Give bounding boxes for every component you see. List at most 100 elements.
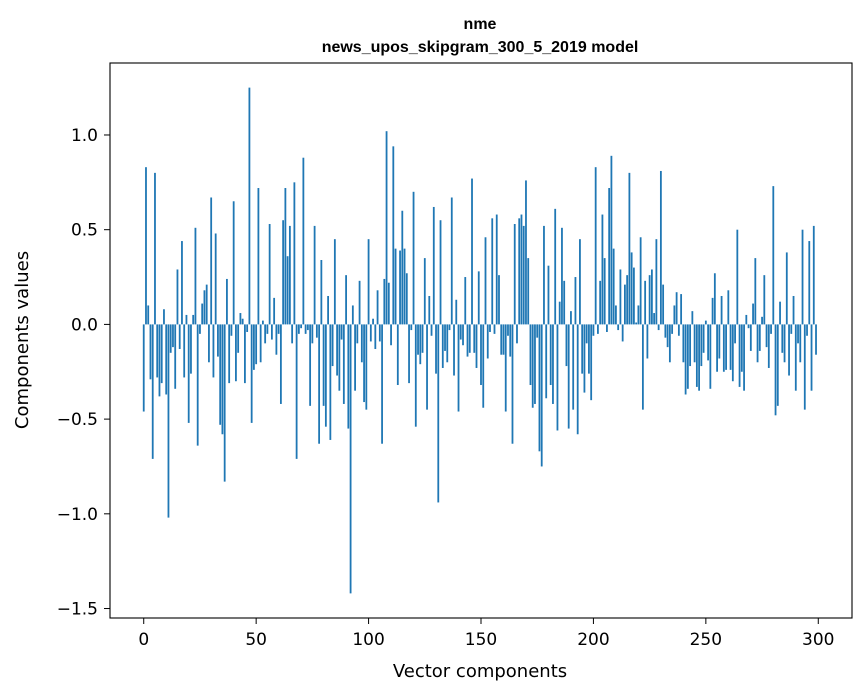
bar-52 [259, 324, 262, 363]
bar-279 [770, 324, 772, 334]
bar-292 [799, 324, 802, 363]
bar-208 [610, 155, 613, 325]
bar-298 [812, 225, 815, 325]
x-tick-label: 150 [465, 630, 497, 650]
bar-8 [160, 324, 163, 384]
bar-172 [529, 324, 532, 386]
y-tick-label: −1.0 [57, 505, 98, 525]
bar-136 [448, 324, 451, 331]
bar-171 [527, 258, 530, 325]
bar-294 [803, 324, 806, 410]
bar-111 [392, 146, 395, 325]
bar-9 [163, 309, 165, 325]
bar-161 [504, 324, 507, 412]
bar-67 [293, 182, 296, 325]
bar-129 [432, 206, 435, 325]
bar-13 [172, 324, 174, 348]
bar-100 [367, 239, 370, 325]
bar-87 [338, 324, 341, 391]
bar-15 [176, 269, 179, 325]
bar-140 [457, 324, 460, 412]
bar-255 [716, 324, 718, 372]
bar-44 [241, 318, 244, 325]
bar-213 [621, 324, 624, 342]
bar-170 [525, 180, 527, 325]
bar-215 [626, 275, 629, 325]
bar-219 [635, 322, 638, 325]
bar-190 [570, 311, 572, 325]
bar-214 [624, 284, 626, 325]
bar-36 [223, 324, 226, 482]
bar-222 [641, 324, 644, 410]
bar-265 [738, 324, 741, 387]
bar-121 [414, 324, 417, 427]
bar-253 [711, 297, 714, 325]
bar-184 [556, 324, 559, 431]
bar-62 [282, 220, 285, 325]
plot-frame [109, 62, 853, 619]
chart-title-line-2: news_upos_skipgram_300_5_2019 model [322, 39, 639, 56]
bar-119 [410, 324, 413, 331]
bar-299 [815, 324, 817, 355]
x-tick-label: 50 [245, 630, 267, 650]
bar-162 [507, 324, 509, 336]
bar-183 [554, 208, 557, 325]
bar-18 [183, 324, 186, 378]
bar-180 [547, 265, 550, 325]
bar-46 [246, 324, 249, 332]
bar-6 [156, 324, 159, 378]
bar-179 [545, 324, 548, 399]
bar-145 [468, 324, 471, 353]
bar-258 [722, 324, 725, 372]
bar-102 [372, 318, 374, 325]
bar-135 [446, 324, 449, 363]
bar-250 [704, 320, 707, 325]
bar-296 [808, 241, 811, 325]
bar-201 [594, 167, 597, 325]
bar-176 [538, 324, 541, 452]
x-tick-label: 100 [352, 630, 384, 650]
bar-211 [617, 324, 620, 331]
bar-133 [441, 324, 444, 368]
bar-295 [806, 324, 808, 336]
bar-84 [331, 324, 334, 367]
bar-282 [776, 324, 779, 406]
bar-58 [273, 297, 276, 325]
y-tick-label: −0.5 [57, 410, 98, 430]
bar-0 [142, 324, 145, 412]
bar-3 [149, 324, 152, 380]
bar-278 [767, 324, 770, 368]
bar-76 [313, 225, 316, 325]
bar-166 [516, 324, 518, 344]
bar-168 [520, 214, 523, 325]
bar-291 [797, 324, 799, 344]
bar-43 [239, 313, 242, 325]
bar-173 [531, 324, 534, 408]
bar-274 [758, 324, 761, 351]
bar-39 [230, 324, 233, 336]
bar-109 [387, 282, 390, 325]
bar-289 [792, 295, 795, 325]
y-axis-label: Components values [12, 251, 33, 429]
bar-285 [783, 324, 786, 363]
bar-108 [385, 131, 388, 325]
bar-260 [727, 290, 730, 325]
bar-266 [740, 324, 743, 372]
bar-61 [279, 324, 282, 404]
bar-127 [428, 295, 431, 325]
bar-5 [154, 172, 156, 325]
bar-276 [763, 275, 766, 325]
bar-132 [439, 220, 442, 325]
bar-244 [691, 311, 694, 325]
bar-182 [552, 324, 554, 404]
bar-80 [322, 324, 325, 406]
bar-188 [565, 324, 568, 367]
bar-107 [383, 278, 386, 325]
bar-194 [579, 239, 581, 325]
bar-83 [329, 324, 332, 440]
bar-66 [291, 324, 294, 344]
bar-175 [536, 324, 539, 338]
bar-101 [369, 324, 372, 342]
bar-94 [354, 324, 356, 391]
bar-25 [199, 324, 201, 334]
